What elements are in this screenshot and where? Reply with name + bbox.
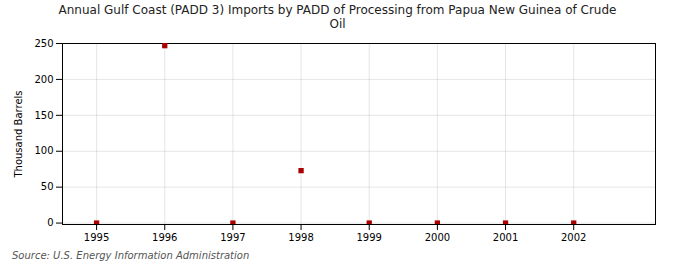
- svg-text:150: 150: [34, 110, 53, 121]
- svg-text:2002: 2002: [561, 232, 586, 243]
- svg-text:1995: 1995: [84, 232, 109, 243]
- svg-text:1996: 1996: [152, 232, 177, 243]
- svg-text:2001: 2001: [493, 232, 518, 243]
- svg-text:200: 200: [34, 74, 53, 85]
- svg-text:250: 250: [34, 38, 53, 49]
- html-text:Annual Gulf Coast (PADD 3) Imp: Annual Gulf Coast (PADD 3) Imports by PA…: [58, 3, 617, 31]
- svg-text:50: 50: [41, 181, 54, 192]
- html-text:Source: U.S. Energy Informatio: Source: U.S. Energy Information Administ…: [12, 250, 250, 261]
- svg-text:0: 0: [47, 217, 53, 228]
- svg-text:1997: 1997: [220, 232, 245, 243]
- svg-text:100: 100: [34, 145, 53, 156]
- svg-text:1998: 1998: [288, 232, 313, 243]
- svg-text:2000: 2000: [425, 232, 450, 243]
- svg-text:Thousand Barrels: Thousand Barrels: [13, 90, 24, 178]
- svg-text:1999: 1999: [356, 232, 381, 243]
